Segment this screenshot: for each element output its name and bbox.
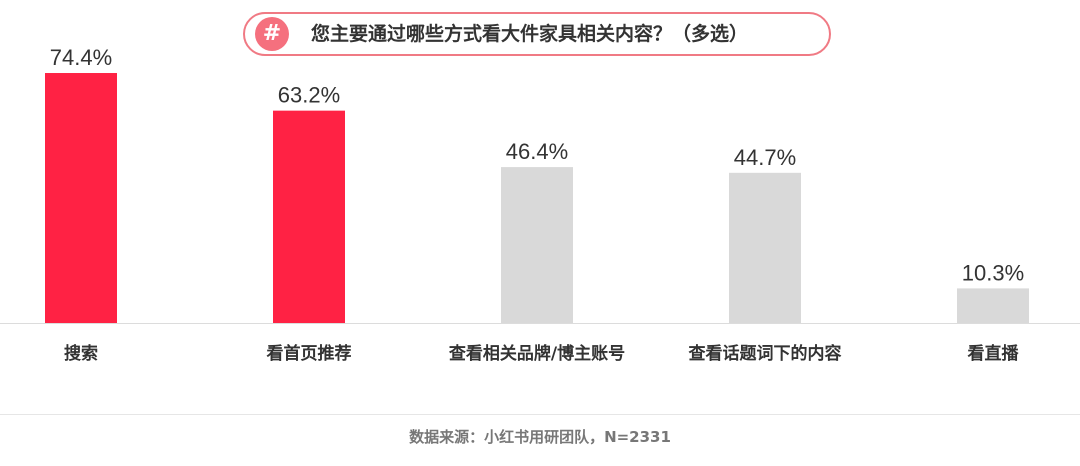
category-label-1: 搜索 bbox=[64, 343, 98, 364]
bar-2 bbox=[273, 110, 345, 323]
value-label-5: 10.3% bbox=[962, 260, 1024, 285]
bar-chart: 74.4% 搜索 63.2% 看首页推荐 46.4% 查看相关品牌/博主账号 44.7% 查看… bbox=[45, 45, 1029, 364]
chart-title: 您主要通过哪些方式看大件家具相关内容？（多选） bbox=[311, 23, 749, 45]
data-source-note: 数据来源：小红书用研团队，N=2331 bbox=[409, 428, 671, 446]
footer-divider bbox=[0, 414, 1080, 415]
hashtag-icon: # bbox=[255, 17, 289, 51]
bar-1 bbox=[45, 73, 117, 324]
category-label-5: 看直播 bbox=[967, 343, 1020, 364]
category-label-3: 查看相关品牌/博主账号 bbox=[448, 343, 625, 364]
chart-title-pill: # 您主要通过哪些方式看大件家具相关内容？（多选） bbox=[243, 12, 831, 56]
value-label-2: 63.2% bbox=[278, 83, 340, 108]
category-label-4: 查看话题词下的内容 bbox=[688, 343, 842, 364]
value-label-4: 44.7% bbox=[734, 145, 796, 170]
category-label-2: 看首页推荐 bbox=[266, 343, 352, 364]
value-label-3: 46.4% bbox=[506, 139, 568, 164]
value-label-1: 74.4% bbox=[50, 45, 112, 70]
bar-5 bbox=[957, 288, 1029, 323]
bar-4 bbox=[729, 172, 801, 323]
x-axis-baseline bbox=[0, 323, 1080, 324]
bar-3 bbox=[501, 167, 573, 323]
